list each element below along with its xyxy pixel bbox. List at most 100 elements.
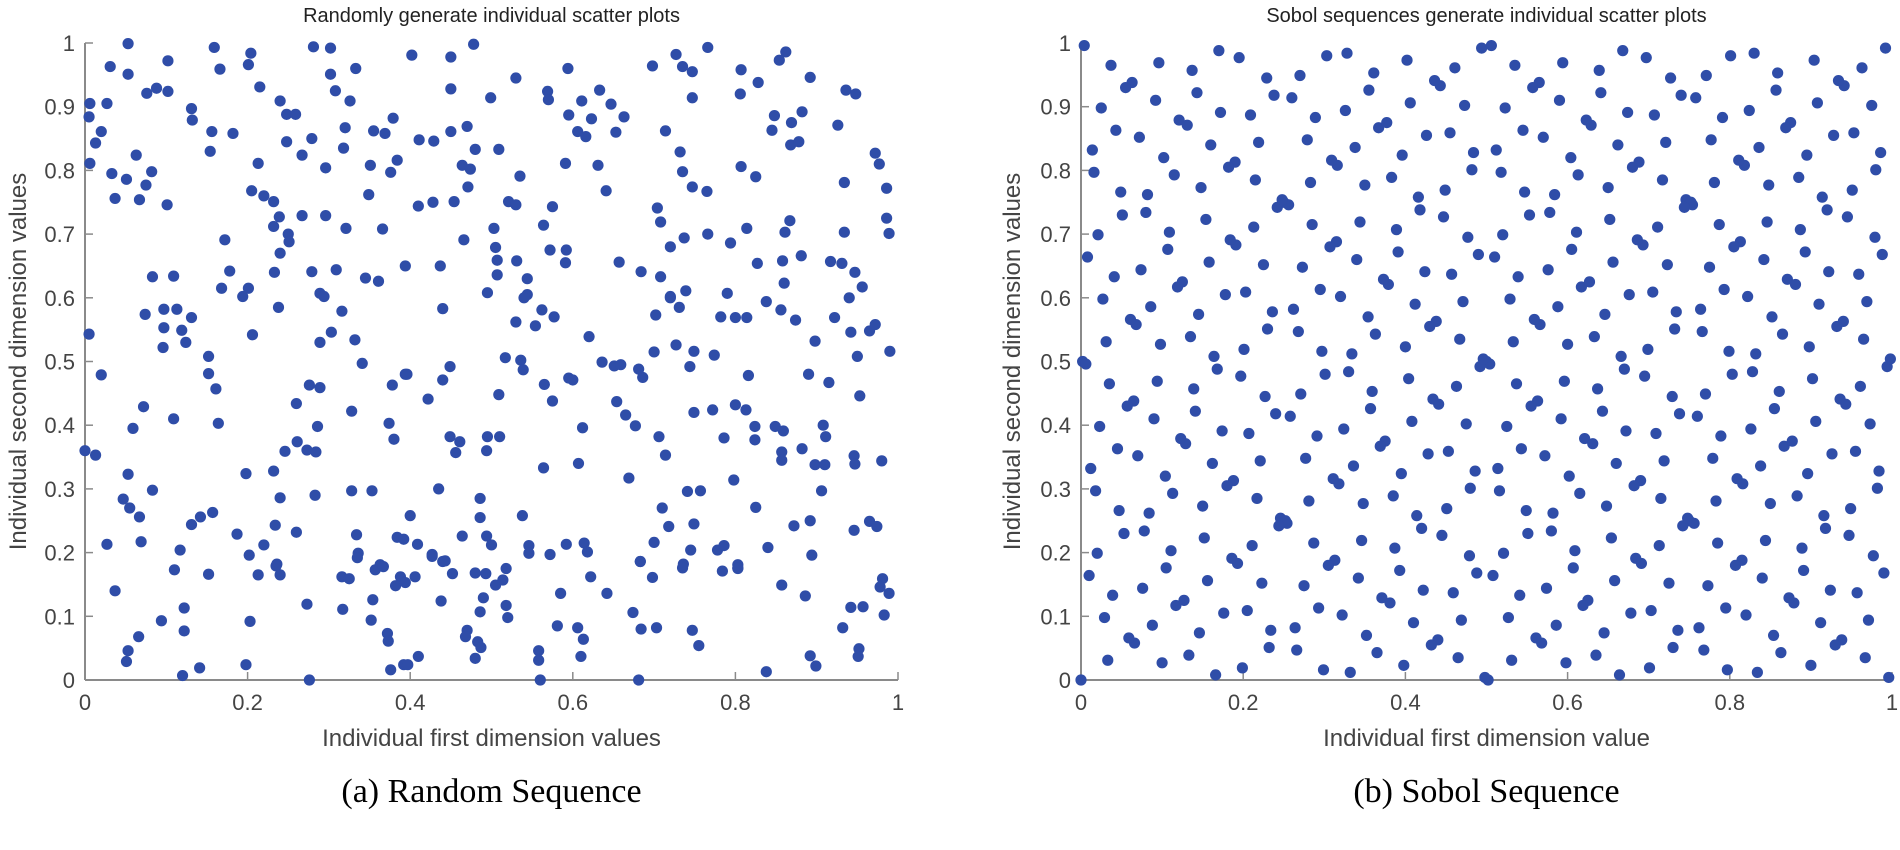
scatter-point [623, 472, 635, 484]
scatter-point [1238, 343, 1250, 355]
scatter-point [325, 326, 337, 338]
scatter-point [1121, 400, 1133, 412]
scatter-point [1150, 94, 1162, 106]
scatter-point [141, 87, 153, 99]
scatter-point [1577, 599, 1589, 612]
scatter-point [411, 538, 424, 550]
scatter-point [1764, 497, 1776, 510]
scatter-point [548, 311, 560, 323]
scatter-point [474, 511, 486, 524]
scatter-point [1203, 256, 1215, 268]
scatter-point [832, 119, 844, 131]
scatter-point [656, 502, 668, 514]
scatter-point [1667, 641, 1679, 654]
scatter-point [1441, 503, 1453, 515]
scatter-point [1523, 209, 1536, 221]
scatter-point [1322, 559, 1334, 571]
scatter-point [493, 143, 505, 155]
scatter-point [1766, 311, 1778, 323]
scatter-point [817, 419, 829, 431]
scatter-point [845, 601, 857, 613]
scatter-point [168, 413, 180, 425]
scatter-point [1140, 206, 1152, 219]
y-tick-label: 0.9 [44, 95, 75, 120]
scatter-point [1115, 186, 1127, 198]
scatter-point [1107, 589, 1119, 601]
scatter-point [742, 369, 755, 382]
scatter-point [1733, 154, 1745, 166]
scatter-point [1200, 213, 1212, 226]
scatter-point [399, 576, 411, 589]
scatter-point [850, 88, 862, 100]
scatter-point [1824, 584, 1836, 596]
scatter-point [1875, 146, 1887, 159]
scatter-point [456, 530, 468, 542]
scatter-point [146, 484, 159, 496]
scatter-point [157, 341, 169, 354]
scatter-point [580, 131, 592, 143]
scatter-point [364, 159, 376, 171]
scatter-point [511, 255, 523, 267]
scatter-point [372, 275, 385, 287]
scatter-point [1495, 166, 1507, 178]
x-tick-label: 0.2 [1228, 690, 1259, 715]
scatter-point [219, 234, 231, 246]
scatter-point [1545, 525, 1557, 537]
y-tick-label: 0.1 [44, 604, 75, 629]
scatter-point [1653, 539, 1665, 552]
subfigure-caption: (b) Sobol Sequence [1353, 773, 1619, 810]
scatter-point [1507, 336, 1519, 348]
scatter-point [464, 163, 476, 175]
scatter-point [1527, 81, 1539, 94]
scatter-point [426, 550, 438, 563]
scatter-point [95, 369, 107, 381]
scatter-point [1609, 575, 1621, 587]
subfigure-caption: (a) Random Sequence [341, 773, 641, 810]
scatter-point [648, 536, 660, 549]
scatter-point [401, 368, 413, 380]
scatter-point [388, 433, 400, 445]
scatter-point [245, 47, 257, 59]
scatter-point [851, 350, 863, 363]
scatter-point [1132, 450, 1144, 462]
scatter-point [1216, 425, 1228, 437]
scatter-point [693, 640, 705, 652]
scatter-point [1153, 57, 1165, 69]
scatter-point [1567, 562, 1579, 574]
scatter-point [1143, 507, 1155, 519]
scatter-point [843, 292, 855, 304]
scatter-point [740, 404, 752, 416]
scatter-point [1477, 353, 1489, 365]
scatter-point [1756, 572, 1768, 584]
scatter-point [1420, 129, 1433, 141]
sobol-sequence-panel: Sobol sequences generate individual scat… [999, 5, 1898, 810]
scatter-point [635, 266, 647, 278]
scatter-point [1349, 141, 1361, 154]
scatter-point [1864, 418, 1876, 430]
scatter-point [776, 255, 789, 267]
scatter-point [708, 349, 720, 361]
scatter-point [296, 210, 308, 222]
scatter-point [838, 226, 850, 238]
scatter-point [1753, 141, 1765, 154]
scatter-point [1257, 259, 1270, 271]
scatter-point [101, 538, 113, 550]
scatter-point [1181, 119, 1193, 131]
scatter-point [1731, 473, 1743, 485]
scatter-point [1544, 206, 1556, 219]
scatter-point [1613, 669, 1626, 681]
scatter-point [1373, 122, 1385, 134]
scatter-point [301, 444, 313, 456]
scatter-point [1723, 345, 1735, 357]
scatter-point [676, 562, 689, 574]
scatter-point [135, 536, 147, 548]
scatter-point [168, 270, 180, 282]
scatter-point [95, 125, 107, 138]
scatter-point [1198, 532, 1210, 544]
scatter-point [389, 580, 402, 592]
scatter-point [194, 511, 207, 523]
scatter-point [1696, 325, 1708, 338]
scatter-point [158, 303, 170, 315]
scatter-point [1871, 482, 1884, 494]
scatter-point [796, 106, 808, 118]
